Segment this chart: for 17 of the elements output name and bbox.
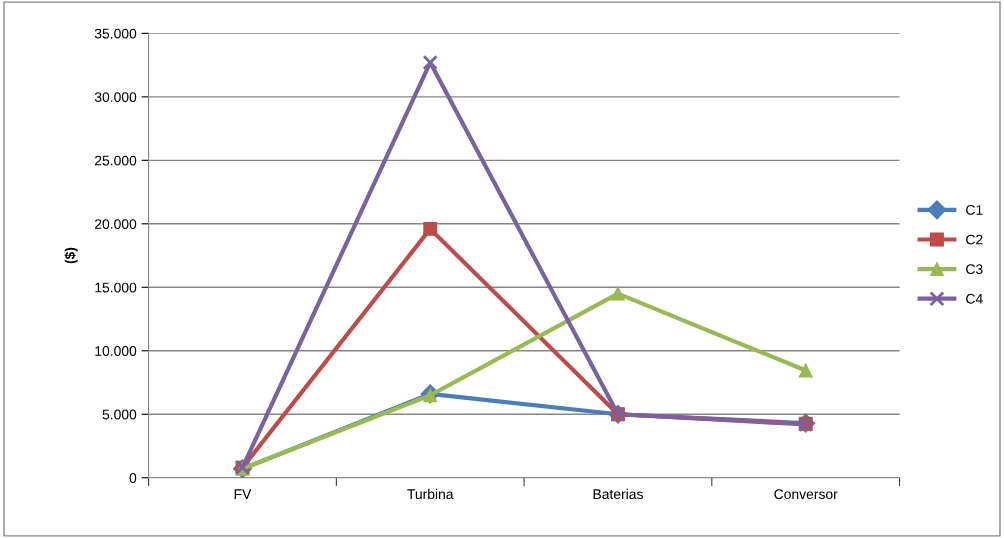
y-axis-title: ($) (64, 247, 78, 264)
y-tick-label: 5.000 (102, 409, 137, 420)
y-tick-label: 30.000 (94, 92, 137, 103)
y-tick-label: 0 (129, 473, 137, 483)
x-tick-label: FV (234, 489, 252, 499)
legend-label: C2 (966, 234, 983, 245)
x-tick-label: Baterias (593, 488, 643, 500)
legend-label: C4 (966, 293, 983, 304)
x-tick-label: Conversor (774, 489, 838, 500)
y-tick-label: 35.000 (94, 28, 137, 39)
y-tick-label: 25.000 (95, 155, 137, 166)
x-tick-label: Turbina (407, 488, 454, 500)
legend-label: C1 (966, 205, 983, 215)
y-tick-label: 15.000 (95, 282, 137, 293)
y-tick-label: 20.000 (95, 219, 137, 229)
legend-label: C3 (966, 264, 983, 275)
y-tick-label: 10.000 (95, 346, 137, 356)
